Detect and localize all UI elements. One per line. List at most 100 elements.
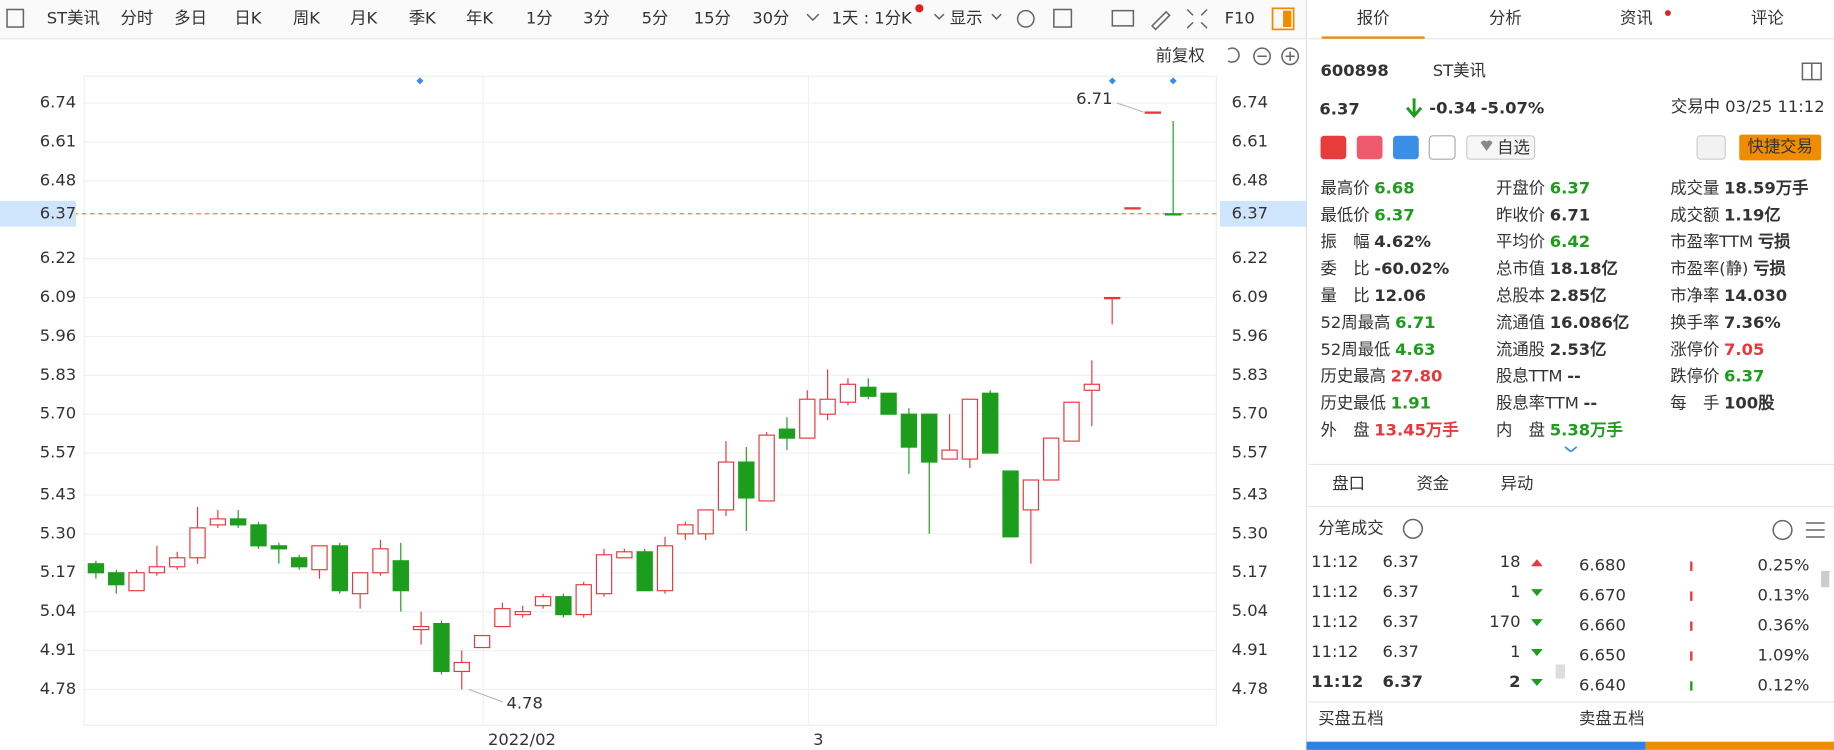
undo-icon[interactable] xyxy=(1227,47,1240,63)
camera-icon[interactable] xyxy=(1111,9,1135,27)
sub-tab[interactable]: 资金 xyxy=(1416,474,1449,493)
panel-tab[interactable]: 评论 xyxy=(1751,8,1784,27)
period-tab[interactable]: 年K xyxy=(466,8,494,27)
period-tab[interactable]: 季K xyxy=(409,8,437,27)
panel-icon[interactable] xyxy=(1801,62,1822,81)
panel-tab[interactable]: 资讯 xyxy=(1620,8,1653,27)
y-tick-label: 4.91 xyxy=(40,640,76,659)
fullscreen-icon[interactable] xyxy=(1186,8,1208,29)
quote-field: 外 盘 13.45万手 xyxy=(1321,420,1459,439)
dropdown-arrows[interactable] xyxy=(934,13,1002,20)
trade-time: 11:12 xyxy=(1311,642,1358,661)
period-tab[interactable]: 日K xyxy=(234,8,262,27)
sub-tab[interactable]: 异动 xyxy=(1501,474,1534,493)
candle-body xyxy=(656,545,674,592)
f10-button[interactable]: F10 xyxy=(1225,8,1255,27)
field-label: 52周最高 xyxy=(1321,312,1391,331)
candle-body xyxy=(1164,213,1182,216)
dist-pct: 0.13% xyxy=(1757,586,1809,605)
help-icon[interactable] xyxy=(1402,518,1424,539)
period-tab[interactable]: 5分 xyxy=(642,8,669,27)
quote-field: 涨停价 7.05 xyxy=(1670,339,1764,358)
field-label: 总股本 xyxy=(1496,286,1545,305)
more-icon[interactable] xyxy=(1772,519,1793,541)
candle-body xyxy=(189,527,206,559)
adjust-button[interactable]: 前复权 xyxy=(1156,46,1205,65)
panel-tab[interactable]: 分析 xyxy=(1489,8,1522,27)
current-price-label: 6.37 xyxy=(40,203,76,222)
trade-volume: 1 xyxy=(1510,582,1520,601)
layout-icon[interactable] xyxy=(1271,7,1295,31)
tag-icon[interactable] xyxy=(1393,135,1419,160)
candle-body xyxy=(697,509,714,535)
interval-select[interactable]: 1天 : 1分K xyxy=(832,8,913,27)
trade-dir xyxy=(1531,619,1543,627)
y-tick-label: 6.09 xyxy=(40,287,76,306)
period-tab[interactable]: 多日 xyxy=(174,8,207,27)
display-select[interactable]: 显示 xyxy=(950,8,983,27)
candle-body xyxy=(595,554,613,595)
candle-body xyxy=(433,623,450,673)
scrollbar[interactable] xyxy=(1821,570,1830,588)
layout-icon-fill xyxy=(1283,10,1292,28)
buy-depth[interactable]: 买盘五档 xyxy=(1318,709,1383,728)
y-tick-label-right: 6.61 xyxy=(1232,131,1268,150)
zoom-out[interactable] xyxy=(1253,47,1271,66)
down-arrow xyxy=(1405,98,1423,119)
trade-time: 11:12 xyxy=(1311,612,1358,631)
field-label: 开盘价 xyxy=(1496,178,1545,197)
sell-depth[interactable]: 卖盘五档 xyxy=(1579,709,1644,728)
dist-pct: 0.12% xyxy=(1757,676,1809,695)
candle-body xyxy=(87,563,105,574)
flag-icon[interactable] xyxy=(1320,135,1347,160)
period-tab[interactable]: 1分 xyxy=(526,8,553,27)
draw-icon[interactable] xyxy=(1151,10,1171,31)
field-label: 股息TTM xyxy=(1496,366,1563,385)
list-icon[interactable] xyxy=(1805,522,1825,538)
candle-body xyxy=(1043,437,1060,481)
field-value: 18.59万手 xyxy=(1724,178,1808,197)
quote-field: 股息TTM -- xyxy=(1496,366,1581,385)
sub-tab[interactable]: 盘口 xyxy=(1332,474,1365,493)
field-value: 6.37 xyxy=(1724,366,1764,385)
candle-body xyxy=(331,545,349,592)
low-pointer xyxy=(468,688,504,703)
candle-body xyxy=(453,661,470,673)
note-icon[interactable] xyxy=(1428,135,1456,160)
collapse-caret[interactable] xyxy=(1564,446,1578,453)
field-value: 6.37 xyxy=(1550,178,1590,197)
watch-label[interactable]: 自选 xyxy=(1497,138,1530,157)
field-label: 最低价 xyxy=(1321,205,1370,224)
zoom-in[interactable] xyxy=(1281,47,1300,66)
trade-label[interactable]: 快捷交易 xyxy=(1747,137,1812,156)
hot-icon[interactable] xyxy=(1356,135,1383,160)
y-tick-label-right: 5.43 xyxy=(1232,484,1268,503)
period-tab[interactable]: 周K xyxy=(293,8,321,27)
field-value: 12.06 xyxy=(1374,286,1426,305)
more-arrow[interactable] xyxy=(806,13,820,22)
current-price-tag xyxy=(1219,200,1307,227)
checkbox-icon[interactable] xyxy=(1053,8,1073,28)
quote-field: 平均价 6.42 xyxy=(1496,232,1590,251)
candle-body xyxy=(819,398,836,415)
period-tab[interactable]: 3分 xyxy=(583,8,610,27)
quote-field: 委 比 -60.02% xyxy=(1321,259,1450,278)
period-tab[interactable]: 15分 xyxy=(694,8,731,27)
candle-body xyxy=(392,560,409,592)
trade-button[interactable] xyxy=(1739,134,1822,161)
period-tab[interactable]: 月K xyxy=(350,8,378,27)
field-value: 6.71 xyxy=(1395,312,1435,331)
alert-button[interactable] xyxy=(1696,135,1726,160)
y-tick-label: 5.57 xyxy=(40,443,76,462)
field-label: 股息率TTM xyxy=(1496,393,1579,412)
period-tab[interactable]: 30分 xyxy=(752,8,789,27)
dist-price: 6.640 xyxy=(1579,676,1626,695)
quote-field: 开盘价 6.37 xyxy=(1496,178,1590,197)
sidebar-icon[interactable] xyxy=(6,8,25,28)
panel-tab[interactable]: 报价 xyxy=(1357,8,1390,27)
stock-name[interactable]: ST美讯 xyxy=(47,8,100,27)
y-tick-label: 6.74 xyxy=(40,93,76,112)
settings-icon[interactable] xyxy=(1016,9,1035,28)
period-tab[interactable]: 分时 xyxy=(120,8,153,27)
field-label: 流通股 xyxy=(1496,339,1545,358)
